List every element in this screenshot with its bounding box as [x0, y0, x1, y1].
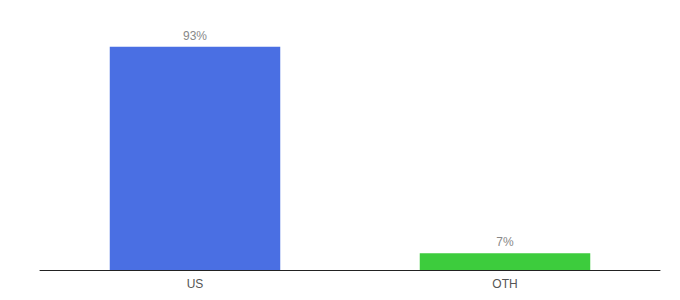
svg-text:US: US	[187, 277, 204, 291]
svg-text:7%: 7%	[496, 235, 514, 249]
svg-text:93%: 93%	[183, 29, 207, 43]
svg-text:OTH: OTH	[492, 277, 517, 291]
